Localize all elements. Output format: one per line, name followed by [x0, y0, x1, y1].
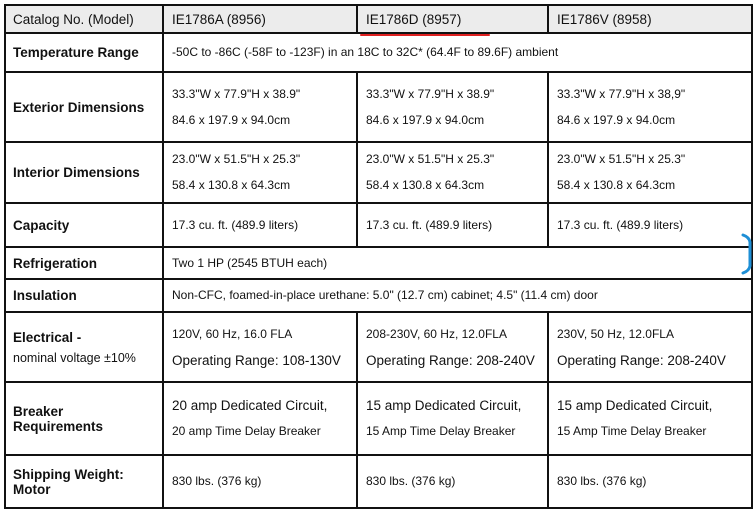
model-header: IE1786D (8957)	[356, 4, 549, 34]
spec-text: 23.0"W x 51.5"H x 25.3"	[557, 152, 686, 166]
spec-text: 17.3 cu. ft. (489.9 liters)	[366, 217, 493, 232]
spec-text: 15 Amp Time Delay Breaker	[366, 424, 516, 438]
spec-text: 20 amp Dedicated Circuit,	[172, 398, 328, 413]
spec-text: 15 amp Dedicated Circuit,	[366, 398, 522, 413]
spec-text: 58.4 x 130.8 x 64.3cm	[557, 178, 676, 192]
spec-row: Capacity 17.3 cu. ft. (489.9 liters) 17.3 …	[4, 202, 753, 248]
spec-value: 17.3 cu. ft. (489.9 liters)	[162, 202, 358, 248]
spec-value: 830 lbs. (376 kg)	[356, 454, 549, 509]
spec-value: 17.3 cu. ft. (489.9 liters)	[356, 202, 549, 248]
row-label-cell: Exterior Dimensions	[4, 71, 164, 143]
row-label: Electrical -	[13, 329, 82, 345]
row-label-cell: Interior Dimensions	[4, 141, 164, 204]
spec-value: 15 amp Dedicated Circuit, 15 Amp Time Del…	[547, 381, 753, 456]
spec-text: 230V, 50 Hz, 12.0FLA	[557, 326, 674, 341]
spec-row: Shipping Weight: Motor 830 lbs. (376 kg) 8…	[4, 454, 753, 509]
spec-text: 15 Amp Time Delay Breaker	[557, 424, 707, 438]
spec-text: 830 lbs. (376 kg)	[366, 474, 456, 488]
spec-value: 23.0"W x 51.5"H x 25.3" 58.4 x 130.8 x 64…	[356, 141, 549, 204]
spec-text: Non-CFC, foamed-in-place urethane: 5.0" …	[172, 288, 598, 302]
spec-text: 84.6 x 197.9 x 94.0cm	[557, 112, 676, 127]
row-label: Capacity	[13, 217, 70, 233]
spec-value: Two 1 HP (2545 BTUH each)	[162, 246, 753, 280]
row-label-cell: Shipping Weight: Motor	[4, 454, 164, 509]
spec-row: Refrigeration Two 1 HP (2545 BTUH each)	[4, 246, 753, 280]
spec-value: 23.0"W x 51.5"H x 25.3" 58.4 x 130.8 x 64…	[162, 141, 358, 204]
spec-text: 33.3"W x 77.9"H x 38,9"	[557, 86, 686, 101]
spec-text: Operating Range: 208-240V	[557, 352, 726, 368]
spec-value: Non-CFC, foamed-in-place urethane: 5.0" …	[162, 278, 753, 313]
row-label: Refrigeration	[13, 255, 98, 271]
spec-text: 23.0"W x 51.5"H x 25.3"	[366, 152, 495, 166]
spec-text: 23.0"W x 51.5"H x 25.3"	[172, 152, 301, 166]
spec-text: 830 lbs. (376 kg)	[172, 474, 262, 488]
spec-row: Interior Dimensions 23.0"W x 51.5"H x 25.…	[4, 141, 753, 204]
row-label: Breaker Requirements	[13, 403, 104, 434]
spec-text: 15 amp Dedicated Circuit,	[557, 398, 713, 413]
spec-text: 84.6 x 197.9 x 94.0cm	[172, 112, 291, 127]
spec-text: 58.4 x 130.8 x 64.3cm	[366, 178, 485, 192]
model-header: IE1786A (8956)	[162, 4, 358, 34]
spec-value: 830 lbs. (376 kg)	[547, 454, 753, 509]
row-label: Insulation	[13, 288, 77, 303]
spec-value: 17.3 cu. ft. (489.9 liters)	[547, 202, 753, 248]
spec-value: -50C to -86C (-58F to -123F) in an 18C t…	[162, 32, 753, 73]
spec-text: 84.6 x 197.9 x 94.0cm	[366, 112, 485, 127]
red-underline-annotation	[360, 34, 490, 36]
spec-value: 208-230V, 60 Hz, 12.0FLA Operating Range:…	[356, 311, 549, 383]
row-label: Interior Dimensions	[13, 165, 140, 180]
row-label: Shipping Weight: Motor	[13, 466, 124, 497]
header-label: Catalog No. (Model)	[4, 4, 164, 34]
spec-value: 830 lbs. (376 kg)	[162, 454, 358, 509]
spec-value: 33.3"W x 77.9"H x 38,9" 84.6 x 197.9 x 94…	[547, 71, 753, 143]
spec-text: 17.3 cu. ft. (489.9 liters)	[557, 217, 684, 232]
spec-text: 58.4 x 130.8 x 64.3cm	[172, 178, 291, 192]
row-sublabel: nominal voltage ±10%	[13, 350, 136, 365]
spec-value: 33.3"W x 77.9"H x 38.9" 84.6 x 197.9 x 94…	[356, 71, 549, 143]
spec-row: Temperature Range -50C to -86C (-58F to -…	[4, 32, 753, 73]
spec-text: Operating Range: 108-130V	[172, 352, 341, 368]
row-label-cell: Refrigeration	[4, 246, 164, 280]
spec-value: 230V, 50 Hz, 12.0FLA Operating Range: 208…	[547, 311, 753, 383]
spec-value: 15 amp Dedicated Circuit, 15 Amp Time Del…	[356, 381, 549, 456]
row-label: Exterior Dimensions	[13, 99, 145, 115]
spec-text: 20 amp Time Delay Breaker	[172, 424, 321, 438]
row-label-cell: Temperature Range	[4, 32, 164, 73]
spec-row: Electrical - nominal voltage ±10% 120V, 60…	[4, 311, 753, 383]
spec-text: 17.3 cu. ft. (489.9 liters)	[172, 217, 299, 232]
spec-text: 830 lbs. (376 kg)	[557, 474, 647, 488]
header-row: Catalog No. (Model) IE1786A (8956) IE1786D…	[4, 4, 753, 34]
row-label-cell: Electrical - nominal voltage ±10%	[4, 311, 164, 383]
spec-table: Catalog No. (Model) IE1786A (8956) IE1786D…	[4, 4, 753, 509]
row-label-cell: Insulation	[4, 278, 164, 313]
spec-text: -50C to -86C (-58F to -123F) in an 18C t…	[172, 45, 559, 59]
spec-row: Exterior Dimensions 33.3"W x 77.9"H x 38.…	[4, 71, 753, 143]
row-label: Temperature Range	[13, 45, 139, 60]
model-header: IE1786V (8958)	[547, 4, 753, 34]
spec-value: 23.0"W x 51.5"H x 25.3" 58.4 x 130.8 x 64…	[547, 141, 753, 204]
row-label-cell: Breaker Requirements	[4, 381, 164, 456]
spec-value: 20 amp Dedicated Circuit, 20 amp Time Del…	[162, 381, 358, 456]
row-label-cell: Capacity	[4, 202, 164, 248]
blue-bracket-annotation	[741, 233, 752, 275]
spec-value: 33.3"W x 77.9"H x 38.9" 84.6 x 197.9 x 94…	[162, 71, 358, 143]
spec-text: 33.3"W x 77.9"H x 38.9"	[366, 86, 495, 101]
spec-text: Two 1 HP (2545 BTUH each)	[172, 255, 328, 270]
spec-row: Breaker Requirements 20 amp Dedicated Cir…	[4, 381, 753, 456]
spec-value: 120V, 60 Hz, 16.0 FLA Operating Range: 10…	[162, 311, 358, 383]
spec-text: Operating Range: 208-240V	[366, 352, 535, 368]
spec-text: 120V, 60 Hz, 16.0 FLA	[172, 326, 293, 341]
spec-text: 33.3"W x 77.9"H x 38.9"	[172, 86, 301, 101]
spec-text: 208-230V, 60 Hz, 12.0FLA	[366, 326, 507, 341]
spec-row: Insulation Non-CFC, foamed-in-place ureth…	[4, 278, 753, 313]
